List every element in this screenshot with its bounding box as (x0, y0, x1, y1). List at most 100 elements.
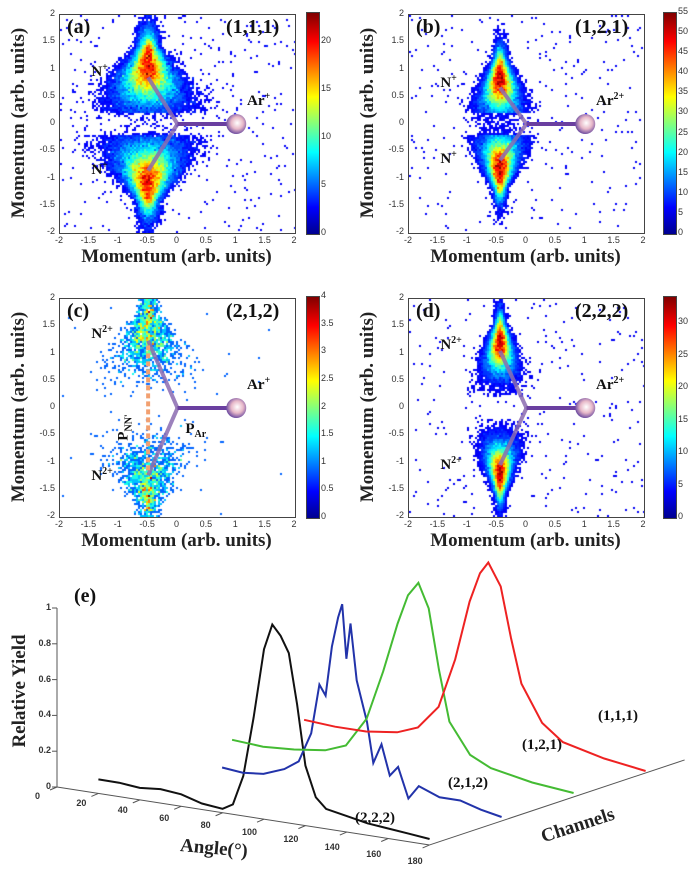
colorbar-tick-label: 20 (321, 34, 332, 45)
y-tick-label: -1.5 (39, 198, 55, 209)
y-tick-label: -2 (46, 510, 55, 520)
panel-label: (e) (74, 585, 97, 607)
channel-label: (1,1,1) (226, 16, 280, 38)
x-tick-label: -0.5 (488, 519, 504, 529)
x-tick (298, 825, 306, 830)
colorbar-tick-label: 35 (678, 86, 689, 97)
upper-ion-label: N2+ (91, 324, 113, 343)
ion-symbol: N (440, 456, 452, 473)
x-tick-label: 40 (117, 805, 128, 816)
x-tick-label: 1 (232, 235, 238, 245)
y-tick-label: 0.4 (38, 709, 51, 720)
colorbar-tick-label: 5 (678, 478, 684, 489)
x-tick-label: 160 (366, 848, 382, 859)
colorbar-tick-label: 15 (678, 413, 689, 424)
lower-ion-label: N2+ (440, 455, 462, 474)
y-tick-label: 1.5 (42, 319, 55, 330)
x-tick (91, 792, 99, 797)
y-tick-label: 2 (398, 292, 404, 302)
colorbar-tick-label: 5 (321, 178, 327, 189)
y-tick-label: 2 (398, 8, 404, 18)
ion-charge: + (264, 375, 271, 387)
colorbar-tick-label: 40 (678, 66, 689, 77)
y-tick-label: 0.8 (38, 637, 51, 648)
colorbar (306, 12, 320, 235)
x-tick-label: 20 (76, 798, 87, 809)
y-tick-label: 1 (398, 346, 404, 357)
colorbar-tick-label: 50 (678, 26, 689, 37)
lower-ion-label: N+ (91, 160, 108, 179)
y-tick-label: -1 (395, 171, 404, 182)
colorbar-tick-label: 0 (321, 511, 327, 521)
x-tick (256, 818, 265, 823)
x-tick-label: -1 (462, 519, 471, 529)
y-tick-label: -2 (395, 226, 404, 236)
x-axis-label: Momentum (arb. units) (430, 530, 621, 551)
y-tick-label: -0.5 (39, 144, 55, 155)
ar-ion-sphere (575, 398, 596, 418)
x-tick-label: 1.5 (258, 235, 271, 245)
x-tick-label: -0.5 (139, 519, 155, 529)
x-axis-label: Momentum (arb. units) (430, 246, 621, 267)
ion-symbol: Ar (247, 93, 265, 110)
ion-symbol: N (440, 337, 452, 354)
y-tick-label: 1 (49, 346, 55, 357)
y-tick-label: -0.5 (39, 428, 55, 439)
momentum-vector-overlay (498, 350, 596, 466)
ion-symbol: Ar (596, 93, 614, 110)
heatmap-plot-area (59, 14, 296, 234)
x-tick-label: 80 (200, 819, 211, 830)
channel-label: (2,1,2) (226, 300, 280, 322)
x-tick-label: 1.5 (258, 519, 271, 529)
colorbar-tick-label: 25 (678, 348, 689, 359)
x-tick-label: -2 (54, 235, 63, 245)
channel-label: (2,2,2) (575, 300, 629, 322)
y-tick-label: -0.5 (388, 144, 404, 155)
y-tick-label: 0 (398, 117, 404, 127)
ion-charge: 2+ (451, 335, 462, 347)
y-tick-label: 0.5 (42, 89, 55, 100)
heatmap-plot-area (59, 298, 296, 518)
ion-symbol: N (440, 74, 452, 91)
colorbar-tick-label: 55 (678, 6, 689, 16)
y-axis-label: Relative Yield (9, 634, 30, 748)
series-line-(1,2,1) (231, 580, 574, 794)
x-tick-label: 1.5 (607, 519, 620, 529)
heatmap-plot-area (408, 14, 645, 234)
x-tick-label: -1.5 (429, 519, 446, 529)
ion-charge: 2+ (102, 465, 113, 477)
y-tick-label: 1 (45, 602, 51, 612)
colorbar-tick-label: 10 (678, 446, 689, 456)
ion-charge: 2+ (102, 324, 113, 336)
x-tick-label: 100 (242, 827, 258, 838)
x-axis-label: Momentum (arb. units) (81, 530, 272, 551)
heatmap-plot-area (408, 298, 645, 518)
ar-ion-sphere (226, 398, 247, 418)
upper-n-momentum-arrow (146, 76, 180, 126)
x-tick-label: 1.5 (607, 235, 620, 245)
x-tick-label: -0.5 (488, 235, 504, 245)
par-label: PAr (185, 421, 206, 440)
ion-charge: + (102, 61, 108, 73)
ar-ion-sphere (226, 114, 247, 134)
y-tick-label: 0 (45, 781, 51, 791)
y-tick-label: -2 (395, 510, 404, 520)
ion-charge: 2+ (613, 375, 625, 387)
panel-label: (a) (67, 16, 91, 38)
angle-axis-line (56, 786, 430, 846)
ion-charge: Ar (194, 428, 207, 440)
y-tick-label: 1 (398, 62, 404, 73)
y-tick-label: 1 (49, 62, 55, 73)
series-label: (1,1,1) (598, 708, 638, 724)
colorbar-tick-label: 0 (678, 227, 684, 237)
lower-ion-label: N+ (440, 149, 457, 168)
lower-n-momentum-arrow (146, 407, 180, 477)
y-tick-label: 0.5 (42, 373, 55, 384)
x-tick (215, 812, 223, 817)
panel-label: (d) (416, 300, 441, 322)
x-tick-label: -2 (403, 519, 412, 529)
x-tick-label: 120 (283, 834, 299, 845)
series-line-(2,1,2) (221, 603, 502, 818)
x-tick-label: 0.5 (548, 235, 562, 245)
